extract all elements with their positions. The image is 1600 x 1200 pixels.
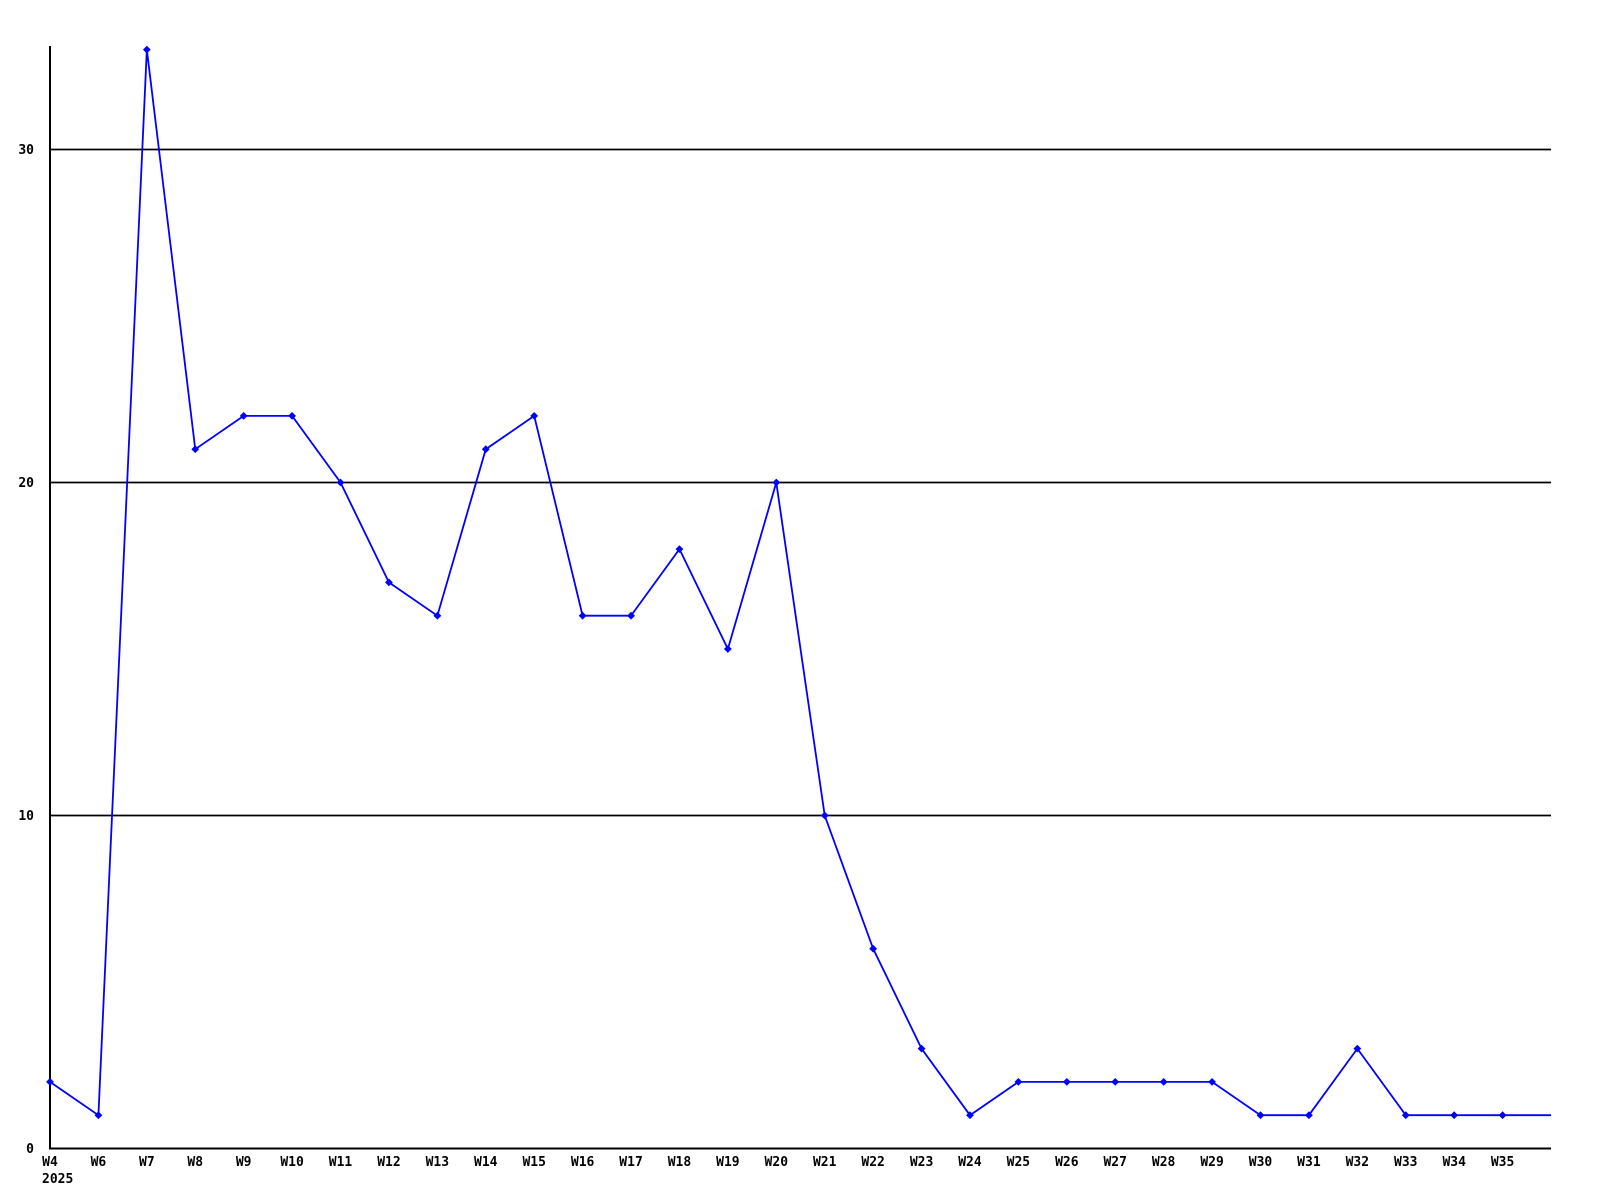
data-point-marker [869,944,878,953]
x-axis-year-label: 2025 [42,1172,73,1187]
data-point-marker [1401,1111,1410,1120]
x-tick-label: W34 [1442,1155,1466,1170]
x-tick-label: W7 [139,1155,155,1170]
data-point-marker [288,411,297,420]
data-point-marker [1014,1077,1023,1086]
data-point-marker [1305,1111,1313,1120]
data-point-marker [1159,1077,1168,1086]
x-tick-label: W31 [1297,1155,1321,1170]
x-tick-label: W12 [377,1155,400,1170]
x-tick-label: W16 [571,1155,595,1170]
x-tick-label: W8 [187,1155,203,1170]
data-point-marker [578,611,587,620]
x-tick-label: W20 [765,1155,789,1170]
data-point-marker [94,1111,103,1120]
x-tick-label: W25 [1007,1155,1030,1170]
data-point-marker [336,478,345,487]
x-tick-label: W27 [1103,1155,1126,1170]
data-point-marker [917,1044,926,1053]
x-tick-label: W15 [522,1155,545,1170]
data-point-marker [966,1111,974,1120]
data-point-marker [1353,1044,1362,1053]
data-point-marker [433,611,442,620]
data-point-marker [627,611,635,620]
data-point-marker [385,578,393,587]
x-tick-label: W13 [426,1155,449,1170]
data-point-marker [1208,1077,1216,1086]
data-point-marker [142,45,151,54]
x-tick-label: W28 [1152,1155,1176,1170]
y-tick-label: 30 [18,143,34,158]
x-tick-label: W11 [329,1155,353,1170]
data-point-marker [723,645,732,653]
x-tick-label: W23 [910,1155,933,1170]
data-point-marker [675,545,684,554]
x-tick-label: W4 [42,1155,58,1170]
x-tick-label: W32 [1346,1155,1369,1170]
y-tick-label: 0 [26,1142,34,1157]
data-point-marker [1111,1077,1120,1086]
series-line [49,49,1551,1117]
x-tick-label: W9 [236,1155,252,1170]
x-tick-label: W6 [91,1155,107,1170]
y-tick-label: 20 [18,476,34,491]
x-tick-label: W29 [1200,1155,1223,1170]
x-tick-label: W24 [958,1155,982,1170]
data-point-marker [820,811,829,820]
x-tick-label: W17 [619,1155,642,1170]
data-point-marker [530,411,539,420]
data-point-marker [481,445,490,454]
x-tick-label: W26 [1055,1155,1079,1170]
data-point-marker [1450,1111,1459,1120]
x-tick-label: W14 [474,1155,498,1170]
data-point-marker [772,478,781,487]
data-point-marker [239,411,248,420]
y-tick-label: 10 [18,809,34,824]
x-tick-label: W35 [1491,1155,1514,1170]
x-tick-label: W22 [861,1155,884,1170]
x-tick-label: W19 [716,1155,739,1170]
data-point-marker [46,1077,54,1086]
x-tick-label: W21 [813,1155,837,1170]
x-tick-label: W30 [1249,1155,1273,1170]
x-tick-label: W33 [1394,1155,1417,1170]
data-point-marker [1062,1077,1071,1086]
x-tick-label: W10 [280,1155,304,1170]
data-point-marker [191,445,200,454]
data-point-marker [1256,1111,1265,1120]
data-point-marker [1498,1111,1507,1120]
x-tick-label: W18 [668,1155,692,1170]
